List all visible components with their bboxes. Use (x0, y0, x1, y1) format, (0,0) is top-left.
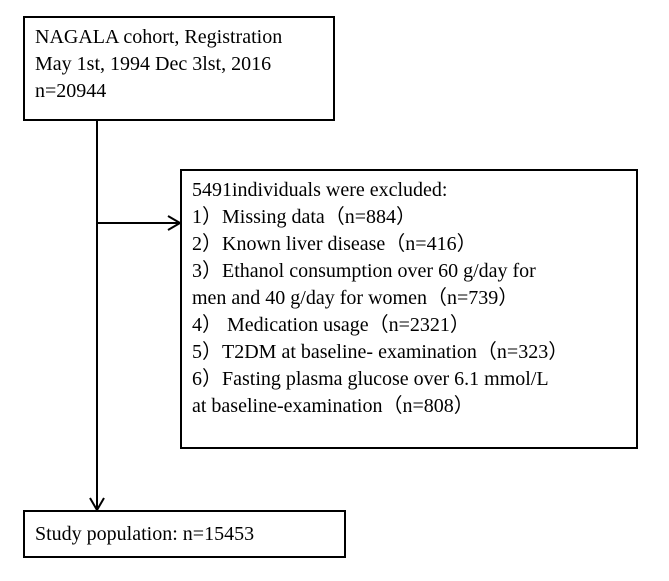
cohort-line-3: n=20944 (35, 78, 323, 105)
exclusion-line-6: 4） Medication usage（n=2321） (192, 312, 626, 339)
exclusion-line-7: 5）T2DM at baseline- examination（n=323） (192, 339, 626, 366)
study-population-box: Study population: n=15453 (23, 510, 346, 558)
exclusion-line-1: 5491individuals were excluded: (192, 177, 626, 204)
cohort-box: NAGALA cohort, Registration May 1st, 199… (23, 16, 335, 121)
exclusion-line-2: 1）Missing data（n=884） (192, 204, 626, 231)
exclusion-line-8: 6）Fasting plasma glucose over 6.1 mmol/L (192, 366, 626, 393)
edge-down-arrowhead (90, 498, 104, 510)
exclusion-line-3: 2）Known liver disease（n=416） (192, 231, 626, 258)
edge-right-arrowhead (168, 216, 180, 230)
cohort-line-2: May 1st, 1994 Dec 3lst, 2016 (35, 51, 323, 78)
exclusion-line-4: 3）Ethanol consumption over 60 g/day for (192, 258, 626, 285)
cohort-line-1: NAGALA cohort, Registration (35, 24, 323, 51)
exclusion-line-9: at baseline-examination（n=808） (192, 393, 626, 420)
exclusion-line-5: men and 40 g/day for women（n=739） (192, 285, 626, 312)
study-population-line-1: Study population: n=15453 (35, 521, 254, 548)
exclusion-box: 5491individuals were excluded: 1）Missing… (180, 169, 638, 449)
flowchart-canvas: NAGALA cohort, Registration May 1st, 199… (0, 0, 669, 581)
